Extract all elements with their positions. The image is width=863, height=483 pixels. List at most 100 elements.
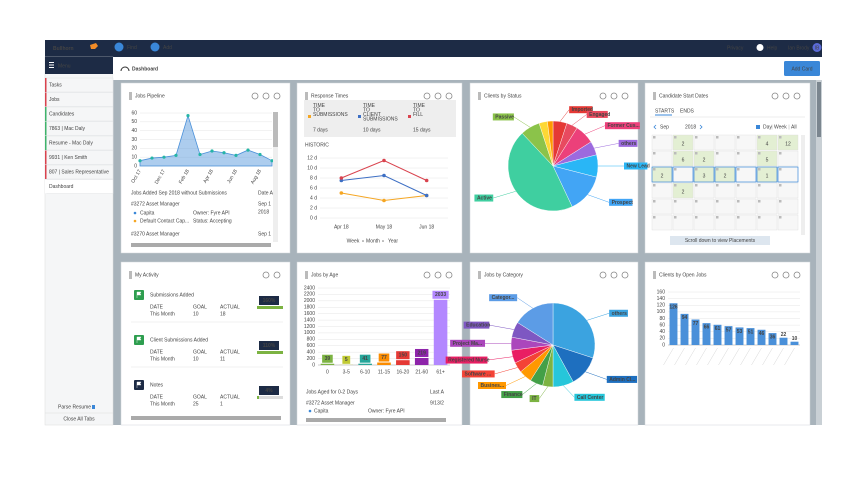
- help-link[interactable]: Help: [767, 45, 778, 51]
- add-card-button[interactable]: [784, 61, 820, 76]
- calendar-day[interactable]: [693, 150, 715, 167]
- calendar-day[interactable]: [777, 198, 799, 215]
- calendar-day[interactable]: [777, 150, 799, 167]
- calendar-day[interactable]: [672, 150, 694, 167]
- period-toggle[interactable]: Year: [388, 238, 398, 244]
- view-toggle[interactable]: All: [791, 124, 797, 130]
- h-scrollbar[interactable]: [306, 418, 446, 422]
- calendar-tab[interactable]: ENDS: [680, 108, 695, 114]
- calendar-day[interactable]: [735, 198, 757, 215]
- next-month[interactable]: [699, 124, 703, 130]
- sidebar-tab-label[interactable]: Dashboard: [49, 184, 74, 190]
- card-action-icon[interactable]: [434, 92, 442, 100]
- calendar-day[interactable]: [756, 198, 778, 215]
- add-card-label[interactable]: Add Card: [791, 66, 812, 72]
- card-action-icon[interactable]: [782, 271, 790, 279]
- calendar-day[interactable]: [735, 166, 757, 183]
- calendar-day[interactable]: [672, 214, 694, 231]
- sidebar-tab-label[interactable]: 807 | Sales Representative: [49, 169, 109, 175]
- calendar-day[interactable]: [735, 134, 757, 151]
- add-button[interactable]: Add: [163, 45, 172, 51]
- user-name[interactable]: Ian Brody: [788, 45, 810, 51]
- pipeline-scroll-thumb[interactable]: [273, 112, 278, 147]
- calendar-day[interactable]: [777, 182, 799, 199]
- calendar-day[interactable]: [714, 214, 736, 231]
- prev-month[interactable]: [653, 124, 657, 130]
- sidebar-tab-label[interactable]: Jobs: [49, 97, 60, 103]
- sidebar-tab-label[interactable]: 9931 | Ken Smith: [49, 155, 87, 161]
- job-link[interactable]: #3272 Asset Manager: [131, 201, 180, 207]
- calendar-day[interactable]: [756, 182, 778, 199]
- calendar-day[interactable]: [735, 214, 757, 231]
- activity-name[interactable]: Client Submissions Added: [150, 337, 208, 343]
- job-link[interactable]: #3270 Asset Manager: [131, 231, 180, 237]
- view-toggle[interactable]: Week: [774, 124, 787, 130]
- job-link[interactable]: #3272 Asset Manager: [306, 400, 355, 406]
- drag-handle[interactable]: [478, 92, 481, 100]
- calendar-day[interactable]: [777, 214, 799, 231]
- card-action-icon[interactable]: [610, 92, 618, 100]
- drag-handle[interactable]: [653, 271, 656, 279]
- card-action-icon[interactable]: [610, 271, 618, 279]
- card-action-icon[interactable]: [423, 92, 431, 100]
- scroll-hint[interactable]: [670, 236, 770, 245]
- drag-handle[interactable]: [653, 92, 656, 100]
- calendar-day[interactable]: [714, 182, 736, 199]
- card-action-icon[interactable]: [273, 271, 281, 279]
- drag-handle[interactable]: [478, 271, 481, 279]
- close-all-tabs[interactable]: Close All Tabs: [63, 416, 95, 422]
- find-icon[interactable]: [114, 42, 124, 52]
- calendar-day[interactable]: [714, 166, 736, 183]
- card-action-icon[interactable]: [434, 271, 442, 279]
- privacy-link[interactable]: Privacy: [727, 45, 744, 51]
- sidebar-tab-label[interactable]: 7863 | Mac Daly: [49, 126, 86, 132]
- h-scrollbar[interactable]: [131, 416, 281, 420]
- parse-resume-link[interactable]: Parse Resume: [58, 404, 91, 410]
- calendar-day[interactable]: [756, 150, 778, 167]
- pipeline-scrollbar[interactable]: [273, 112, 278, 242]
- calendar-day[interactable]: [672, 182, 694, 199]
- card-action-icon[interactable]: [445, 92, 453, 100]
- sidebar-tab-label[interactable]: Candidates: [49, 111, 75, 117]
- card-action-icon[interactable]: [273, 92, 281, 100]
- list-heading[interactable]: Jobs Aged for 0-2 Days: [306, 389, 358, 395]
- calendar-day[interactable]: [651, 182, 673, 199]
- scrollbar[interactable]: [816, 80, 822, 425]
- calendar-day[interactable]: [651, 134, 673, 151]
- calendar-day[interactable]: [714, 134, 736, 151]
- calendar-day[interactable]: [693, 134, 715, 151]
- card-action-icon[interactable]: [262, 271, 270, 279]
- calendar-day[interactable]: [672, 134, 694, 151]
- drag-handle[interactable]: [305, 271, 308, 279]
- client-link[interactable]: Capita: [314, 408, 329, 414]
- period-toggle[interactable]: Month: [366, 238, 380, 244]
- drag-handle[interactable]: [129, 92, 132, 100]
- scroll-thumb[interactable]: [817, 82, 821, 137]
- card-action-icon[interactable]: [599, 271, 607, 279]
- card-action-icon[interactable]: [793, 271, 801, 279]
- calendar-day[interactable]: [651, 150, 673, 167]
- calendar-day[interactable]: [777, 134, 799, 151]
- calendar-day[interactable]: [651, 198, 673, 215]
- card-action-icon[interactable]: [793, 92, 801, 100]
- add-icon[interactable]: [150, 42, 160, 52]
- card-action-icon[interactable]: [771, 92, 779, 100]
- card-action-icon[interactable]: [262, 92, 270, 100]
- calendar-scrollbar[interactable]: [801, 135, 805, 235]
- help-icon[interactable]: [756, 44, 764, 51]
- calendar-tab[interactable]: STARTS: [655, 108, 675, 114]
- client-link[interactable]: Capita: [140, 210, 155, 216]
- calendar-day[interactable]: [651, 214, 673, 231]
- calendar-day[interactable]: [756, 134, 778, 151]
- avatar[interactable]: [812, 43, 822, 52]
- drag-handle[interactable]: [305, 92, 308, 100]
- calendar-day[interactable]: [693, 182, 715, 199]
- contact-link[interactable]: Default Contact Cap...: [140, 218, 189, 224]
- card-action-icon[interactable]: [782, 92, 790, 100]
- calendar-day[interactable]: [672, 198, 694, 215]
- calendar-day[interactable]: [651, 166, 673, 183]
- calendar-day[interactable]: [735, 150, 757, 167]
- sidebar-tab-label[interactable]: Resume - Mac Daly: [49, 140, 93, 146]
- calendar-day[interactable]: [756, 214, 778, 231]
- activity-name[interactable]: Submissions Added: [150, 292, 194, 298]
